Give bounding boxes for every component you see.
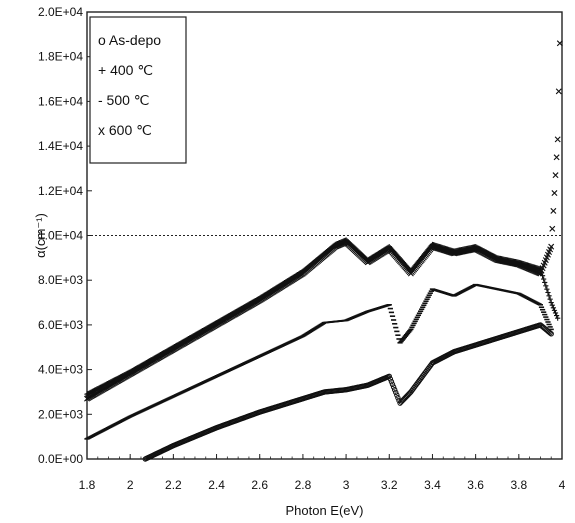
x-tick-label: 4 (559, 478, 566, 492)
data-point (541, 276, 547, 282)
y-tick-label: 1.8E+04 (38, 50, 83, 64)
data-point (552, 310, 559, 316)
x-axis: 1.8 2 2.2 2.4 2.6 2.8 3 3.2 3.4 3.6 3.8 4 (79, 454, 566, 492)
data-point (554, 312, 560, 319)
y-tick-label: 1.6E+04 (38, 94, 83, 108)
data-point (549, 302, 555, 308)
legend: o As-depo + 400 ℃ - 500 ℃ x 600 ℃ (89, 16, 187, 164)
x-tick-label: 2 (127, 478, 134, 492)
data-point (548, 299, 554, 306)
data-point (386, 373, 392, 380)
data-point (393, 389, 399, 396)
data-point (554, 136, 561, 143)
legend-entry: x 600 ℃ (98, 122, 152, 138)
data-point (542, 279, 548, 286)
data-point (546, 293, 552, 299)
data-point (548, 243, 555, 250)
data-point (553, 154, 560, 161)
x-tick-label: 3.4 (424, 478, 441, 492)
data-point (389, 381, 396, 388)
data-point (388, 378, 395, 385)
data-point (550, 207, 557, 214)
x-tick-label: 1.8 (79, 478, 96, 492)
data-point (543, 283, 549, 289)
data-point (552, 172, 559, 179)
legend-entry: o As-depo (98, 32, 161, 48)
x-tick-label: 2.8 (295, 478, 312, 492)
x-tick-label: 3.8 (510, 478, 527, 492)
data-point (550, 305, 556, 311)
x-tick-label: 2.4 (208, 478, 225, 492)
y-tick-label: 8.0E+03 (38, 273, 83, 287)
data-point (547, 296, 553, 302)
y-tick-label: 6.0E+03 (38, 318, 83, 332)
x-tick-label: 3.2 (381, 478, 398, 492)
y-tick-label: 0.0E+00 (38, 452, 83, 466)
x-axis-title: Photon E(eV) (285, 503, 363, 518)
series-3 (84, 40, 563, 402)
data-point (551, 307, 558, 313)
legend-entry: + 400 ℃ (98, 62, 153, 78)
data-point (551, 190, 558, 197)
x-tick-label: 3.6 (467, 478, 484, 492)
y-axis: 0.0E+00 2.0E+03 4.0E+03 6.0E+03 8.0E+03 1.0E+… (38, 5, 92, 466)
y-tick-label: 1.2E+04 (38, 184, 83, 198)
data-point (555, 88, 562, 95)
data-point (556, 40, 563, 47)
series-group (84, 40, 563, 462)
y-tick-label: 4.0E+03 (38, 363, 83, 377)
data-point (390, 384, 397, 390)
data-point (394, 392, 400, 398)
x-tick-label: 2.2 (165, 478, 182, 492)
data-point (545, 289, 551, 296)
y-tick-label: 2.0E+04 (38, 5, 83, 19)
x-tick-label: 3 (343, 478, 350, 492)
data-point (391, 387, 398, 393)
legend-entry: - 500 ℃ (98, 92, 150, 108)
legend-box (89, 16, 187, 164)
series-0 (142, 322, 554, 462)
data-point (387, 376, 394, 382)
data-point (395, 395, 401, 401)
data-point (555, 315, 561, 321)
y-tick-label: 2.0E+03 (38, 407, 83, 421)
y-tick-label: 1.0E+04 (38, 229, 83, 243)
data-point (548, 331, 554, 337)
data-point (544, 286, 550, 292)
y-axis-title: α(cm⁻¹) (33, 213, 48, 258)
series-2 (84, 283, 554, 440)
data-point (547, 330, 553, 336)
data-point (549, 225, 556, 232)
y-tick-label: 1.4E+04 (38, 139, 83, 153)
x-tick-label: 2.6 (251, 478, 268, 492)
